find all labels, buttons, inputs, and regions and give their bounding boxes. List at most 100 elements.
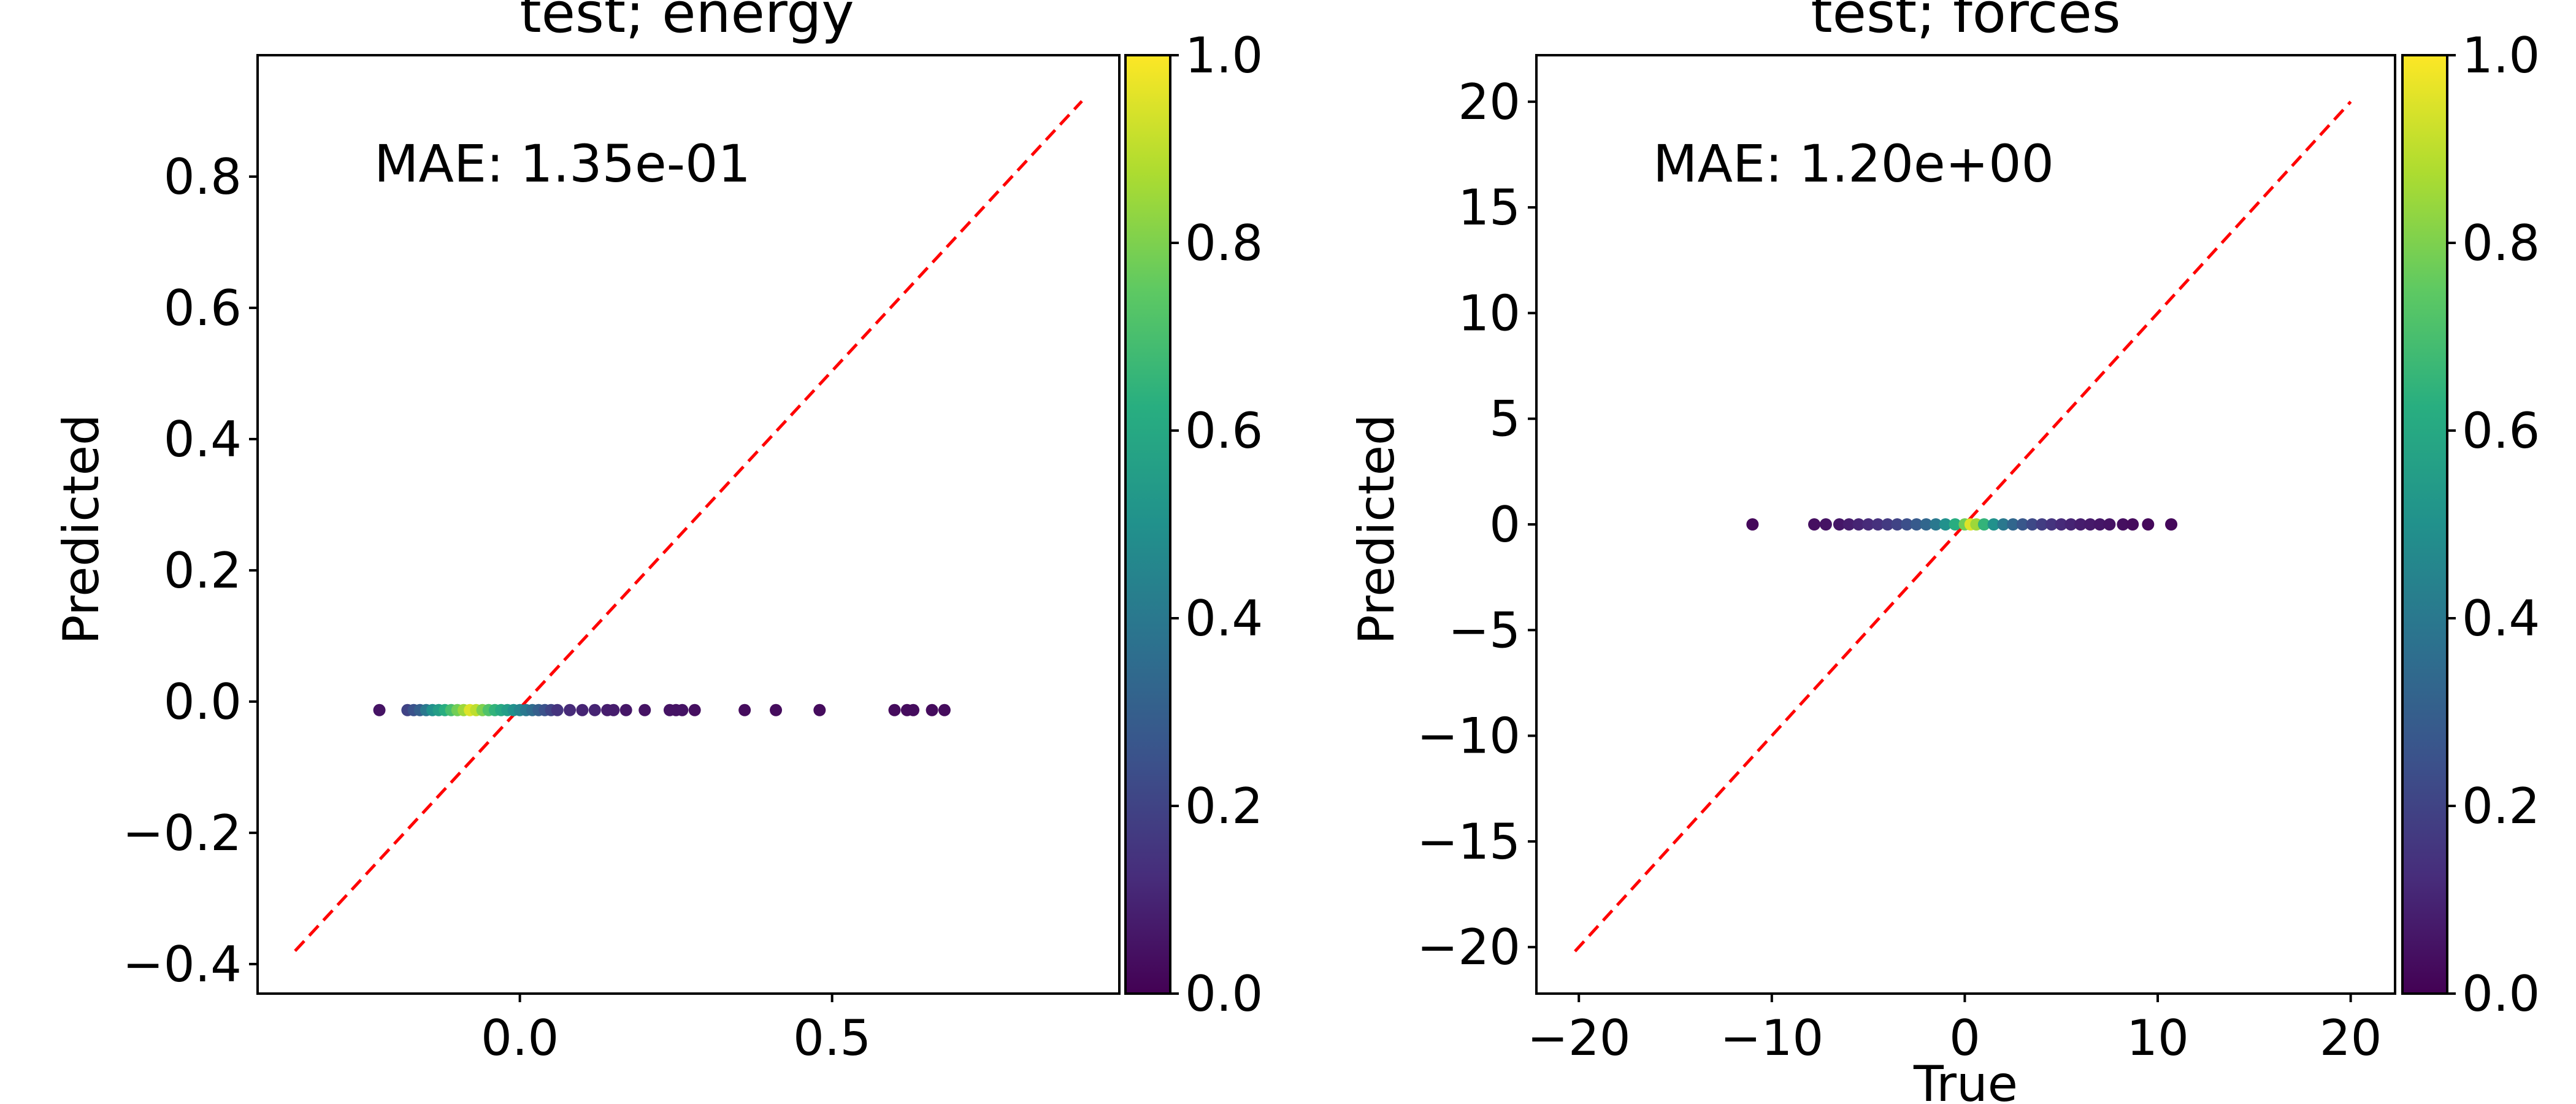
colorbar-tick-label: 0.8	[1185, 215, 1263, 272]
scatter-point	[1977, 518, 1990, 531]
scatter-point	[576, 703, 589, 716]
scatter-point	[1997, 518, 2010, 531]
y-tick-label: 0	[1489, 496, 1520, 553]
scatter-point	[2055, 518, 2068, 531]
colorbar-tick-label: 0.4	[1185, 590, 1263, 647]
scatter-point	[1881, 518, 1894, 531]
x-tick-label: −20	[1527, 1010, 1631, 1067]
scatter-point	[2064, 518, 2077, 531]
colorbar-frame	[1124, 54, 1171, 995]
scatter-point	[676, 703, 689, 716]
scatter-point	[551, 703, 564, 716]
scatter-point	[1920, 518, 1933, 531]
scatter-point	[2074, 518, 2087, 531]
y-tick-label: 0.8	[164, 148, 242, 205]
forces-panel: test; forces Predicted True MAE: 1.20e+0…	[1348, 0, 2540, 1104]
y-tick-label: 0.2	[164, 542, 242, 599]
colorbar-tick-label: 0.2	[1185, 778, 1263, 835]
plot-frame	[256, 54, 1121, 995]
scatter-point	[738, 703, 751, 716]
colorbar-gradient	[1125, 55, 1170, 994]
colorbar: 0.0 0.2 0.4 0.6 0.8 1.0	[1124, 27, 1263, 1022]
scatter-point	[2093, 518, 2106, 531]
scatter-point	[2117, 518, 2129, 531]
colorbar-tick-label: 1.0	[2462, 27, 2540, 84]
y-tick-label: −5	[1448, 602, 1520, 659]
colorbar-gradient	[2402, 55, 2447, 994]
x-ticks: 0.0 0.5	[481, 994, 871, 1067]
colorbar-ticks: 0.0 0.2 0.4 0.6 0.8 1.0	[2447, 27, 2540, 1022]
y-tick-label: 0.4	[164, 411, 242, 468]
scatter-point	[638, 703, 651, 716]
scatter-point	[688, 703, 701, 716]
scatter-point	[564, 703, 577, 716]
scatter-point	[2016, 518, 2029, 531]
x-tick-label: 0	[1949, 1010, 1980, 1067]
scatter-point	[1901, 518, 1914, 531]
chart-title: test; energy	[519, 0, 854, 45]
x-tick-label: 0.5	[793, 1010, 871, 1067]
colorbar-tick-label: 0.4	[2462, 590, 2540, 647]
colorbar-frame	[2401, 54, 2448, 995]
colorbar-tick-label: 0.0	[1185, 965, 1263, 1022]
chart-title: test; forces	[1811, 0, 2120, 45]
scatter-point	[2045, 518, 2058, 531]
colorbar: 0.0 0.2 0.4 0.6 0.8 1.0	[2401, 27, 2540, 1022]
scatter-point	[888, 703, 901, 716]
energy-panel: test; energy Predicted MAE: 1.35e-01 −0.…	[53, 0, 1263, 1067]
scatter-point	[1833, 518, 1846, 531]
scatter-point	[619, 703, 632, 716]
colorbar-tick-label: 0.0	[2462, 965, 2540, 1022]
y-tick-label: −15	[1417, 813, 1520, 870]
x-tick-label: 10	[2126, 1010, 2189, 1067]
y-tick-label: −0.4	[123, 936, 242, 993]
scatter-point	[938, 703, 951, 716]
y-ticks: −20 −15 −10 −5 0 5 10 15 20	[1417, 74, 1536, 976]
scatter-point	[2026, 518, 2039, 531]
colorbar-tick-label: 0.6	[2462, 402, 2540, 459]
scatter-point	[1746, 518, 1759, 531]
scatter-point	[907, 703, 920, 716]
scatter-points	[1746, 518, 2178, 531]
y-tick-label: 5	[1489, 391, 1520, 448]
x-ticks: −20 −10 0 10 20	[1527, 994, 2382, 1067]
y-tick-label: 10	[1458, 285, 1520, 342]
scatter-point	[2036, 518, 2049, 531]
identity-line	[294, 100, 1083, 953]
y-ticks: −0.4 −0.2 0.0 0.2 0.4 0.6 0.8	[123, 148, 258, 993]
scatter-point	[1842, 518, 1855, 531]
scatter-point	[2165, 518, 2178, 531]
y-tick-label: 0.6	[164, 280, 242, 337]
scatter-point	[1949, 518, 1961, 531]
colorbar-tick-label: 0.8	[2462, 215, 2540, 272]
scatter-point	[1871, 518, 1884, 531]
y-tick-label: −10	[1417, 708, 1520, 765]
scatter-point	[1819, 518, 1832, 531]
colorbar-ticks: 0.0 0.2 0.4 0.6 0.8 1.0	[1170, 27, 1263, 1022]
scatter-point	[1891, 518, 1904, 531]
y-axis-label: Predicted	[53, 414, 110, 645]
colorbar-tick-label: 0.6	[1185, 402, 1263, 459]
x-axis-label: True	[1913, 1056, 2018, 1104]
x-tick-label: −10	[1720, 1010, 1823, 1067]
scatter-point	[1852, 518, 1865, 531]
scatter-points	[373, 703, 951, 716]
scatter-point	[2142, 518, 2155, 531]
scatter-point	[1987, 518, 2000, 531]
scatter-point	[607, 703, 620, 716]
colorbar-tick-label: 1.0	[1185, 27, 1263, 84]
scatter-point	[1930, 518, 1942, 531]
scatter-point	[1808, 518, 1821, 531]
scatter-point	[1862, 518, 1875, 531]
y-tick-label: 20	[1458, 74, 1520, 131]
scatter-point	[588, 703, 601, 716]
scatter-point	[2103, 518, 2116, 531]
y-axis-label: Predicted	[1348, 414, 1405, 645]
y-tick-label: 15	[1458, 179, 1520, 236]
scatter-point	[926, 703, 938, 716]
y-tick-label: −20	[1417, 919, 1520, 976]
scatter-point	[2083, 518, 2096, 531]
scatter-point	[2007, 518, 2020, 531]
colorbar-tick-label: 0.2	[2462, 778, 2540, 835]
